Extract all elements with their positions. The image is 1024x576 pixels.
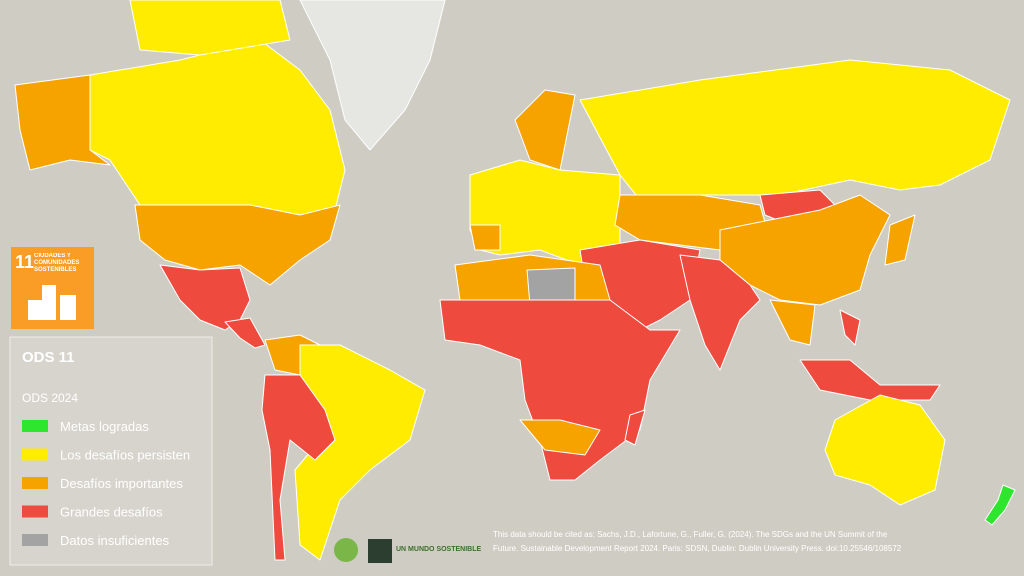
indochina (769, 299, 816, 346)
india (679, 254, 761, 371)
usa (134, 204, 341, 286)
iberia (469, 224, 501, 251)
citation-line: This data should be cited as: Sachs, J.D… (493, 530, 888, 539)
andes (261, 374, 336, 561)
legend-label: Los desafíos persisten (60, 448, 190, 463)
central-america (224, 317, 266, 349)
legend-swatch (22, 505, 48, 518)
greenland (299, 0, 446, 151)
legend-label: Grandes desafíos (60, 505, 163, 520)
alaska (14, 74, 111, 171)
new-zealand (984, 484, 1016, 526)
mundo-logo (368, 539, 392, 563)
sdg-label: CIUDADES Y COMUNIDADES SOSTENIBLES (34, 253, 80, 273)
japan (884, 214, 916, 266)
countries (14, 0, 1016, 561)
sdg-city-icon (28, 285, 76, 320)
legend-swatch (22, 420, 48, 432)
australia (824, 394, 946, 506)
legend-swatch (22, 477, 48, 489)
legend-items: Metas logradas Los desafíos persisten Desa… (22, 419, 190, 548)
scandinavia (514, 89, 576, 171)
legend-label: Desafíos importantes (60, 476, 183, 491)
libya (526, 267, 576, 306)
legend-label: Metas logradas (60, 419, 149, 434)
indonesia (799, 359, 941, 401)
sdg-number: 11 (15, 252, 34, 272)
madagascar (624, 409, 646, 446)
legend-title: ODS 11 (22, 349, 75, 366)
sub-saharan-africa (439, 299, 681, 481)
citation-line: Future. Sustainable Development Report 2… (493, 544, 902, 553)
sdg-label-box: CIUDADES Y COMUNIDADES SOSTENIBLES (34, 253, 80, 273)
philippines (839, 309, 861, 346)
southern-africa (519, 419, 601, 456)
legend-swatch (22, 534, 48, 546)
legend-label: Datos insuficientes (60, 533, 170, 548)
legend-swatch (22, 448, 48, 461)
legend-subtitle: ODS 2024 (22, 391, 78, 405)
arctic-islands (129, 0, 291, 56)
brand-text: UN MUNDO SOSTENIBLE (396, 546, 482, 553)
qgis-logo (334, 538, 358, 562)
